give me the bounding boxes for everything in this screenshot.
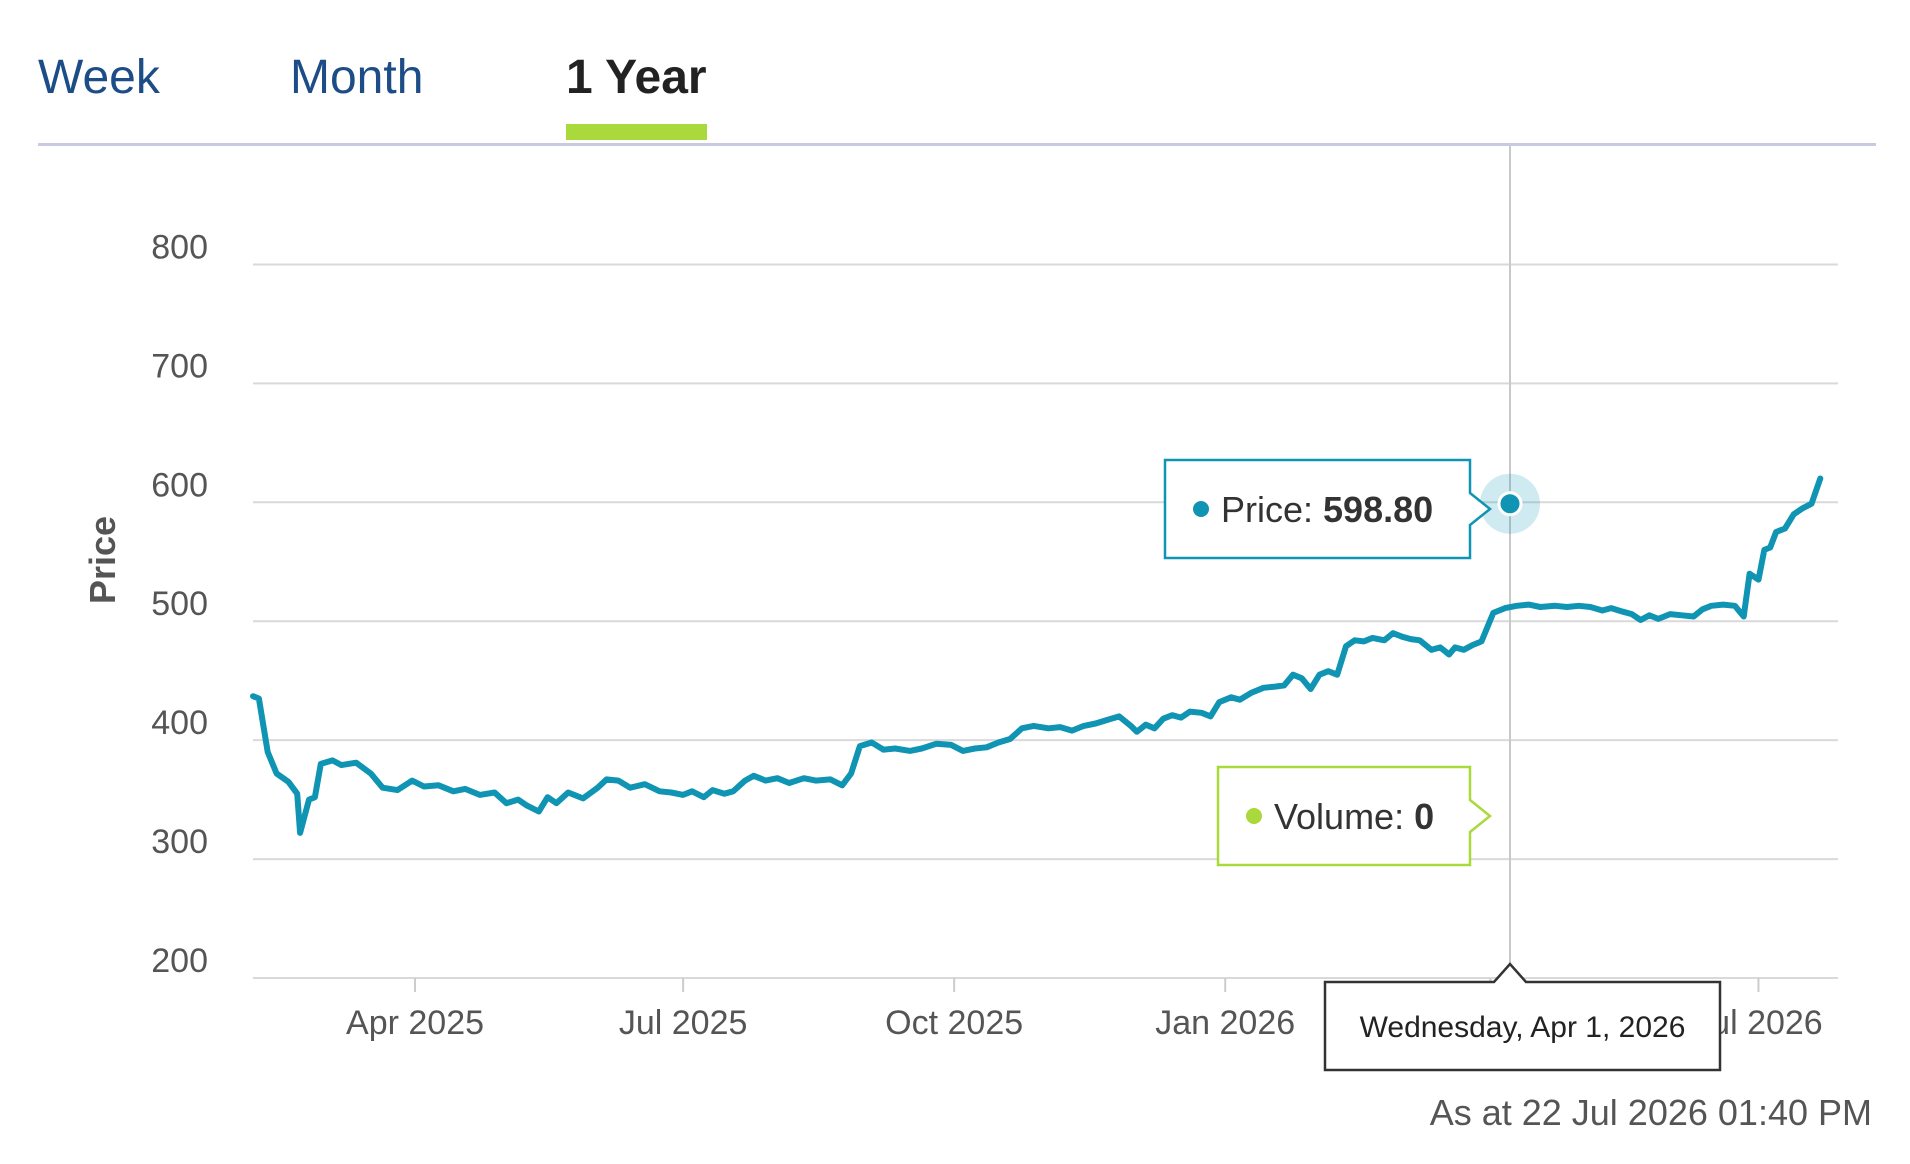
tabs-divider (38, 143, 1876, 146)
date-tooltip: Wednesday, Apr 1, 2026 (1323, 962, 1722, 1072)
y-tick-label: 700 (151, 347, 208, 385)
price-marker-icon (1193, 501, 1209, 517)
x-tick-label: Apr 2025 (346, 1004, 484, 1042)
y-axis-label: Price (82, 516, 123, 604)
y-tick-label: 600 (151, 466, 208, 504)
y-tick-label: 800 (151, 228, 208, 266)
y-axis-ticks: 200 300 400 500 600 700 800 (151, 228, 208, 980)
y-tick-label: 200 (151, 942, 208, 980)
x-tick-label: Oct 2025 (885, 1004, 1023, 1042)
x-tick-label: Jul 2025 (619, 1004, 748, 1042)
volume-label: Volume: (1274, 796, 1414, 837)
volume-tooltip: Volume: 0 (1216, 765, 1493, 867)
tab-week[interactable]: Week (38, 51, 160, 104)
y-tick-label: 300 (151, 823, 208, 861)
tab-month[interactable]: Month (290, 51, 424, 104)
volume-value: 0 (1414, 796, 1434, 837)
date-tooltip-text: Wednesday, Apr 1, 2026 (1360, 1011, 1686, 1044)
volume-marker-icon (1246, 808, 1262, 824)
hover-point[interactable] (1497, 491, 1523, 517)
price-line (250, 475, 1824, 836)
active-tab-indicator (566, 124, 707, 140)
svg-text:Volume: 0: Volume: 0 (1274, 796, 1434, 837)
price-tooltip: Price: 598.80 (1163, 458, 1493, 560)
svg-text:Price: 598.80: Price: 598.80 (1221, 489, 1433, 530)
price-value: 598.80 (1323, 489, 1433, 530)
y-tick-label: 500 (151, 585, 208, 623)
x-tick-label: Jan 2026 (1155, 1004, 1295, 1042)
as-at-timestamp: As at 22 Jul 2026 01:40 PM (1429, 1092, 1872, 1133)
chart-grid (253, 263, 1838, 979)
range-tabs: Week Month 1 Year (38, 40, 1876, 146)
tab-1-year[interactable]: 1 Year (566, 51, 707, 104)
y-tick-label: 400 (151, 704, 208, 742)
price-label: Price: (1221, 489, 1323, 530)
